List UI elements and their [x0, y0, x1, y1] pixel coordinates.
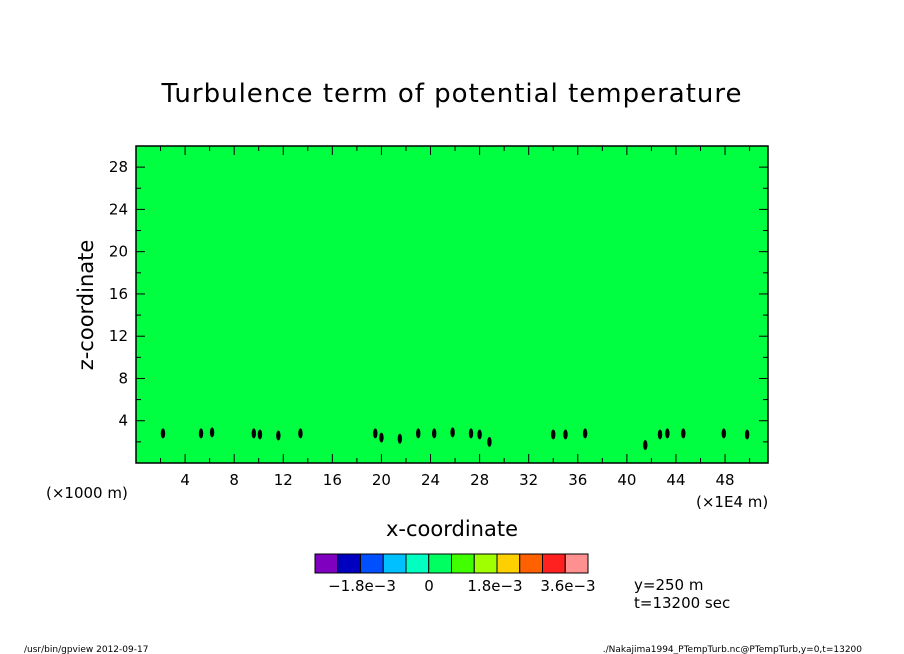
- x-tick-label: 16: [323, 471, 342, 489]
- contour-feature-11: [432, 428, 437, 439]
- colorbar-cell: [405, 553, 430, 574]
- annotation-y: y=250 m: [634, 576, 703, 594]
- contour-feature-5: [276, 430, 281, 441]
- contour-feature-19: [643, 440, 648, 451]
- contour-feature-14: [477, 429, 482, 440]
- contour-feature-8: [379, 432, 384, 443]
- y-tick-label: 28: [109, 158, 128, 176]
- colorbar-cell: [564, 553, 589, 574]
- x-tick-label: 12: [274, 471, 293, 489]
- contour-feature-7: [373, 428, 378, 439]
- x-tick-label: 24: [421, 471, 440, 489]
- contour-feature-18: [582, 428, 588, 439]
- colorbar-cell: [314, 553, 339, 574]
- contour-feature-21: [665, 428, 670, 439]
- x-tick-label: 8: [229, 471, 239, 489]
- x-tick-label: 36: [568, 471, 587, 489]
- colorbar-label: 0: [424, 577, 434, 595]
- colorbar-label: 3.6e−3: [540, 577, 595, 595]
- annotation-t: t=13200 sec: [634, 594, 730, 612]
- colorbar-label: −1.8e−3: [328, 577, 396, 595]
- chart-title: Turbulence term of potential temperature: [160, 79, 742, 109]
- x-axis-ticks: 4 8 12 16 20 24 28 32 36 40 44 48: [160, 146, 751, 489]
- y-axis-label: z-coordinate: [74, 240, 98, 371]
- x-tick-label: 40: [617, 471, 636, 489]
- y-tick-label: 8: [118, 369, 128, 387]
- footer-right: ./Nakajima1994_PTempTurb.nc@PTempTurb,y=…: [603, 645, 863, 654]
- contour-feature-13: [468, 428, 474, 439]
- y-tick-label: 16: [109, 285, 128, 303]
- x-unit-left: (×1000 m): [46, 484, 128, 502]
- contour-feature-6: [298, 428, 303, 439]
- x-tick-label: 44: [666, 471, 685, 489]
- contour-feature-9: [397, 433, 403, 444]
- x-tick-label: 28: [470, 471, 489, 489]
- x-tick-label: 48: [716, 471, 735, 489]
- contour-feature-0: [160, 428, 166, 439]
- y-tick-label: 24: [109, 200, 128, 218]
- colorbar-cell: [382, 553, 407, 574]
- contour-feature-20: [657, 429, 663, 440]
- contour-features: [160, 427, 750, 451]
- colorbar: [314, 553, 589, 574]
- contour-feature-16: [551, 429, 556, 440]
- x-unit-right: (×1E4 m): [696, 493, 768, 511]
- colorbar-label: 1.8e−3: [467, 577, 522, 595]
- plot-area: [135, 145, 769, 464]
- contour-feature-12: [450, 427, 455, 438]
- contour-feature-4: [257, 429, 263, 440]
- x-axis-label: x-coordinate: [386, 517, 518, 541]
- colorbar-cell: [542, 553, 566, 574]
- x-tick-label: 32: [519, 471, 538, 489]
- colorbar-cell: [519, 553, 543, 574]
- contour-feature-3: [251, 428, 257, 439]
- contour-feature-10: [416, 428, 421, 439]
- colorbar-cell: [496, 553, 521, 574]
- colorbar-cell: [337, 553, 361, 574]
- contour-feature-22: [681, 428, 686, 439]
- contour-feature-23: [721, 428, 727, 439]
- footer-left: /usr/bin/gpview 2012-09-17: [24, 645, 148, 654]
- x-tick-label: 20: [372, 471, 391, 489]
- colorbar-cell: [360, 553, 384, 574]
- colorbar-cell: [473, 553, 498, 574]
- colorbar-labels: −1.8e−3 0 1.8e−3 3.6e−3: [328, 577, 595, 595]
- contour-feature-17: [563, 429, 568, 440]
- contour-feature-15: [487, 436, 492, 447]
- y-tick-label: 20: [109, 243, 128, 261]
- contour-feature-2: [209, 427, 215, 438]
- colorbar-cell: [451, 553, 475, 574]
- y-tick-label: 12: [109, 327, 128, 345]
- contour-feature-24: [744, 429, 750, 440]
- contour-feature-1: [198, 428, 204, 439]
- colorbar-cell: [428, 553, 452, 574]
- y-axis-ticks: 4 8 12 16 20 24 28: [109, 158, 768, 443]
- y-tick-label: 4: [118, 412, 128, 430]
- x-tick-label: 4: [180, 471, 190, 489]
